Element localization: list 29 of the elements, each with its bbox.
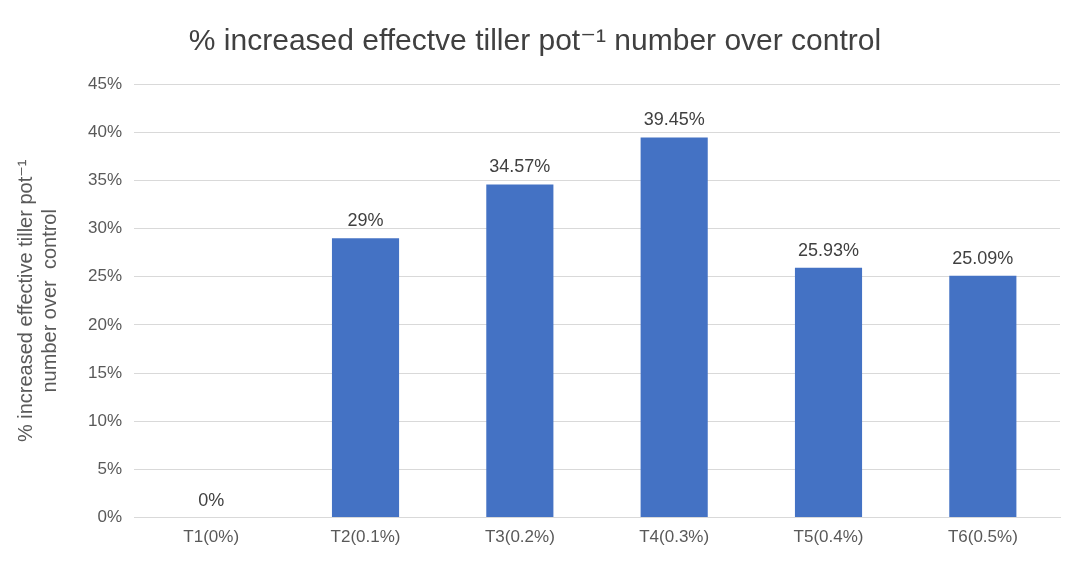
x-tick-label: T3(0.2%) xyxy=(484,527,555,547)
y-tick-label: 30% xyxy=(87,218,123,238)
y-tick-label: 25% xyxy=(87,266,123,286)
chart-title: % increased effectve tiller pot⁻¹ number over control xyxy=(188,23,882,57)
y-tick-label: 5% xyxy=(97,459,123,479)
y-tick-label: 15% xyxy=(87,362,123,382)
x-tick-label: T5(0.4%) xyxy=(793,527,864,547)
y-tick-label: 10% xyxy=(87,410,123,430)
bar xyxy=(949,275,1017,518)
bar xyxy=(331,238,400,518)
y-tick-label: 45% xyxy=(87,73,123,93)
data-label: 25.93% xyxy=(797,239,860,260)
bar xyxy=(486,184,554,518)
data-label: 25.09% xyxy=(952,247,1014,268)
y-tick-label: 35% xyxy=(87,170,123,190)
x-tick-label: T2(0.1%) xyxy=(330,527,401,547)
y-tick-label: 0% xyxy=(97,507,123,527)
x-tick-label: T6(0.5%) xyxy=(947,527,1018,547)
x-tick-label: T4(0.3%) xyxy=(639,527,710,547)
bar xyxy=(640,137,708,518)
y-tick-label: 40% xyxy=(87,121,123,141)
bar xyxy=(794,267,863,518)
y-axis-title: % increased effective tiller pot⁻¹ number over control xyxy=(13,159,60,443)
data-label: 0% xyxy=(198,489,225,510)
y-tick-label: 20% xyxy=(87,314,123,334)
data-label: 39.45% xyxy=(643,109,705,130)
x-tick-label: T1(0%) xyxy=(183,527,240,547)
data-label: 29% xyxy=(347,210,384,231)
data-label: 34.57% xyxy=(489,156,551,177)
